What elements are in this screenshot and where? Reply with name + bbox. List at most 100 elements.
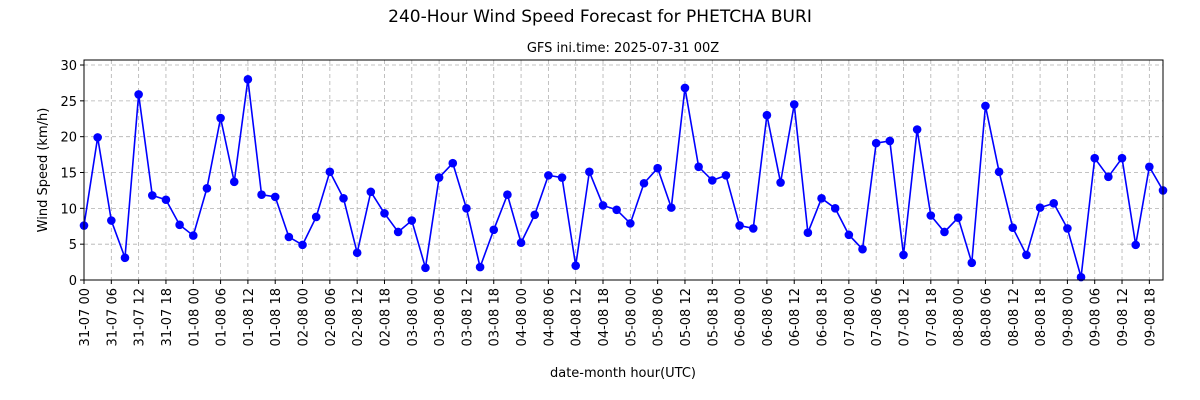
marker — [680, 83, 690, 93]
marker — [393, 227, 403, 237]
marker — [585, 167, 594, 177]
marker — [503, 190, 512, 200]
x-tick-label: 09-08 18 — [1143, 288, 1158, 346]
marker — [147, 191, 157, 200]
x-tick-label: 06-08 18 — [816, 288, 831, 346]
marker — [516, 238, 526, 248]
marker — [530, 210, 540, 220]
x-tick-label: 02-08 18 — [378, 288, 393, 346]
x-tick-label: 02-08 12 — [351, 288, 366, 346]
marker — [762, 110, 772, 120]
marker — [489, 225, 499, 235]
x-tick-label: 02-08 06 — [324, 288, 339, 346]
x-tick-label: 05-08 00 — [624, 288, 639, 346]
marker — [1063, 224, 1072, 233]
marker — [830, 204, 840, 213]
x-tick-label: 03-08 00 — [406, 288, 421, 346]
marker — [639, 178, 649, 188]
y-tick-label: 0 — [69, 274, 77, 289]
marker — [284, 232, 294, 242]
chart-title: 240-Hour Wind Speed Forecast for PHETCHA… — [388, 7, 812, 27]
marker — [707, 176, 717, 185]
marker — [1117, 153, 1127, 163]
marker — [270, 192, 280, 202]
marker — [1035, 203, 1045, 212]
y-axis-label: Wind Speed (km/h) — [36, 108, 51, 233]
x-tick-label: 06-08 00 — [734, 288, 749, 346]
x-tick-label: 04-08 06 — [542, 288, 557, 346]
y-tick-label: 15 — [60, 167, 77, 182]
marker — [421, 263, 430, 273]
x-axis-label: date-month hour(UTC) — [550, 366, 696, 381]
marker — [994, 167, 1004, 177]
y-tick-label: 10 — [60, 202, 77, 217]
marker — [899, 250, 908, 260]
marker — [1090, 153, 1100, 163]
y-tick-label: 5 — [69, 238, 77, 253]
marker — [448, 158, 458, 168]
x-tick-label: 05-08 12 — [679, 288, 694, 346]
marker — [858, 244, 867, 254]
marker — [407, 216, 417, 225]
marker — [93, 133, 102, 142]
marker — [721, 171, 731, 180]
marker — [667, 203, 676, 212]
x-tick-label: 04-08 18 — [597, 288, 612, 346]
x-tick-label: 04-08 12 — [570, 288, 585, 346]
chart-subtitle: GFS ini.time: 2025-07-31 00Z — [527, 41, 719, 56]
plot-area: 0 5 10 15 20 25 30 31-07 00 31-07 06 31-07 12 31-0… — [60, 59, 1168, 346]
marker — [981, 101, 990, 111]
marker — [311, 212, 321, 222]
marker — [107, 216, 116, 225]
marker — [940, 227, 949, 237]
marker — [694, 162, 703, 172]
x-tick-label: 09-08 06 — [1089, 288, 1104, 346]
marker — [653, 163, 662, 173]
marker — [626, 219, 635, 228]
x-tick-label: 01-08 06 — [215, 288, 230, 346]
marker — [735, 221, 744, 230]
marker — [134, 90, 143, 99]
marker — [175, 220, 184, 230]
marker — [1008, 223, 1018, 232]
x-tick-label: 07-08 06 — [870, 288, 885, 346]
marker — [188, 231, 198, 240]
x-tick-label: 31-07 12 — [133, 288, 148, 346]
marker — [885, 136, 895, 146]
marker — [325, 167, 335, 177]
marker — [557, 173, 567, 182]
x-tick-label: 06-08 06 — [761, 288, 776, 346]
marker — [339, 194, 348, 203]
x-tick-label: 04-08 00 — [515, 288, 530, 346]
marker — [544, 171, 553, 180]
x-tick-label: 08-08 12 — [1007, 288, 1022, 346]
x-tick-label: 03-08 12 — [460, 288, 475, 346]
x-tick-label: 03-08 18 — [488, 288, 503, 346]
y-tick-label: 25 — [60, 95, 77, 110]
marker — [352, 248, 362, 258]
marker — [462, 204, 471, 213]
marker — [1104, 172, 1113, 182]
x-tick-label: 09-08 12 — [1116, 288, 1131, 346]
marker — [202, 183, 212, 193]
marker — [380, 209, 389, 218]
axes-frame — [83, 59, 1164, 281]
x-tick-label: 08-08 18 — [1034, 288, 1049, 346]
marker — [776, 178, 785, 187]
x-tick-label: 01-08 12 — [242, 288, 257, 346]
marker — [871, 138, 881, 148]
marker — [953, 213, 963, 222]
marker — [475, 262, 485, 272]
marker — [967, 258, 977, 268]
marker — [366, 187, 376, 197]
x-tick-label: 02-08 00 — [297, 288, 312, 346]
marker — [844, 230, 854, 240]
marker — [298, 240, 307, 250]
x-tick-label: 01-08 00 — [187, 288, 202, 346]
marker — [1145, 162, 1154, 172]
x-tick-label: 07-08 00 — [843, 288, 858, 346]
x-tick-label: 03-08 06 — [433, 288, 448, 346]
marker — [120, 253, 130, 263]
marker — [748, 224, 758, 233]
